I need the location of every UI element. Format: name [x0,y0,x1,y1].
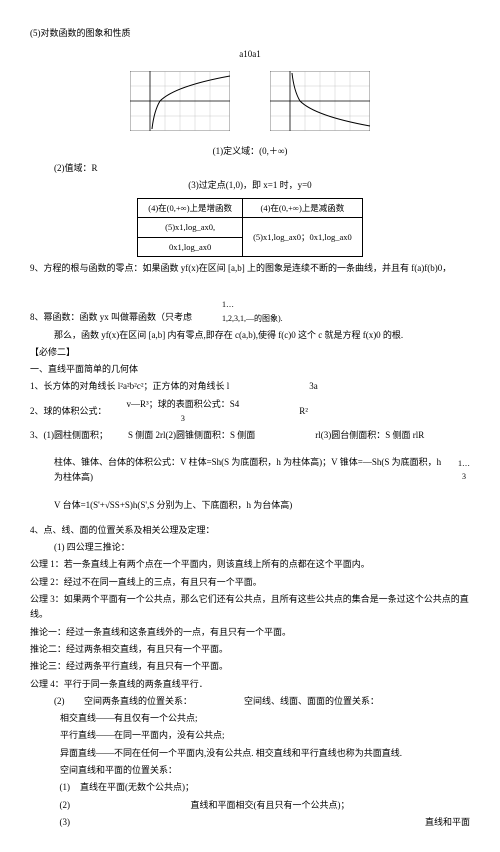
l2c: R² [299,404,308,419]
tl3: 推论三：经过两条平行直线，有且只有一个平面。 [30,659,470,674]
l4-frac-bot: 3 [458,470,470,484]
sec4: 4、点、线、面的位置关系及相关公理及定理： [30,523,470,538]
graph-right [270,71,370,136]
rel-a2: 直线和平面相交(有且只有一个公共点)； [70,798,470,813]
item-9: 9、方程的根与函数的零点：如果函数 yf(x)在区间 [a,b] 上的图象是连续… [30,261,470,276]
l3b: S 侧面 2rl(2)圆锥侧面积：S 侧面 [128,428,255,443]
table-cell: (4)在(0,+∞)上是增函数 [138,198,243,217]
ax2: 公理 2：经过不在同一直线上的三点，有且只有一个平面。 [30,575,470,590]
range-label: (2)值域：R [30,161,470,176]
tl1: 推论一：经过一条直线和这条直线外的一点，有且只有一个平面。 [30,625,470,640]
l2a: 2、球的体积公式： [30,404,107,419]
ax3: 公理 3：如果两个平面有一个公共点，那么它们还有公共点，且所有这些公共点的集合是… [30,592,470,623]
rel1: 相交直线——有且仅有一个公共点; [60,711,470,726]
l5: V 台体=1(S'+√SS+S)h(S',S 分别为上、下底面积，h 为台体高) [30,498,470,513]
table-cell: 0x1,log_ax0 [138,237,243,256]
sec4-1: (1) 四公理三推论： [30,540,470,555]
bixiu-heading: 【必修二】 [30,345,470,360]
l1: 1、长方体的对角线长 l²a²b²c²；正方体的对角线长 l [30,379,229,394]
rel2: 平行直线——在同一平面内，没有公共点; [60,728,470,743]
s5-title: (5)对数函数的图象和性质 [30,26,470,41]
seq-bot: 1,2,3,1,—的图象). [222,312,283,326]
tl2: 推论二：经过两条相交直线，有且只有一个平面。 [30,642,470,657]
ax1: 公理 1：若一条直线上有两个点在一个平面内，则该直线上所有的点都在这个平面内。 [30,557,470,572]
item-8a: 8、幂函数：函数 yx 叫做幂函数（只考虑 [30,310,192,325]
l4-frac-top: 1… [458,457,470,471]
sec1-title: 一、直线平面简单的几何体 [30,362,470,377]
rel-a2-label: (2) [30,798,70,813]
a10a1-label: a10a1 [30,47,470,62]
item-8b: 那么，函数 yf(x)在区间 [a,b] 内有零点,即存在 c(a,b),使得 … [30,328,470,343]
table-cell: (5)x1,log_ax0；0x1,log_ax0 [243,218,363,257]
l1r: 3a [309,379,318,394]
l3a: 3、(1)圆柱侧面积； [30,428,108,443]
l4a: 柱体、锥体、台体的体积公式：V 柱体=Sh(S 为底面积，h 为柱体高)；V 锥… [54,455,452,486]
graph-left [130,71,230,136]
table-cell: (5)x1,log_ax0, [138,218,243,237]
rel-a1: 直线在平面(无数个公共点)； [80,780,194,795]
rel4: 空间直线和平面的位置关系： [60,763,470,778]
ax4: 公理 4：平行于同一条直线的两条直线平行． [30,677,470,692]
rel3: 异面直线——不同在任何一个平面内,没有公共点. 相交直线和平行直线也称为共面直线… [60,746,470,761]
rel-a3: 直线和平面 [425,815,470,830]
seq-top: 1… [222,298,283,312]
rel-a3-label: (3) [30,815,70,830]
l3c: rl(3)圆台侧面积：S 侧面 rlR [315,428,424,443]
table-cell: (4)在(0,+∞)上是减函数 [243,198,363,217]
props-table: (4)在(0,+∞)上是增函数 (4)在(0,+∞)上是减函数 (5)x1,lo… [137,198,363,257]
graph-row [30,71,470,136]
pass-point: (3)过定点(1,0)，即 x=1 时，y=0 [30,178,470,193]
l2d: 3 [127,412,240,426]
domain-label: (1)定义域：(0,＋∞) [30,144,470,159]
rel-a1-label: (1) [30,780,70,795]
l2b: v—R³；球的表面积公式：S4 [127,397,240,412]
